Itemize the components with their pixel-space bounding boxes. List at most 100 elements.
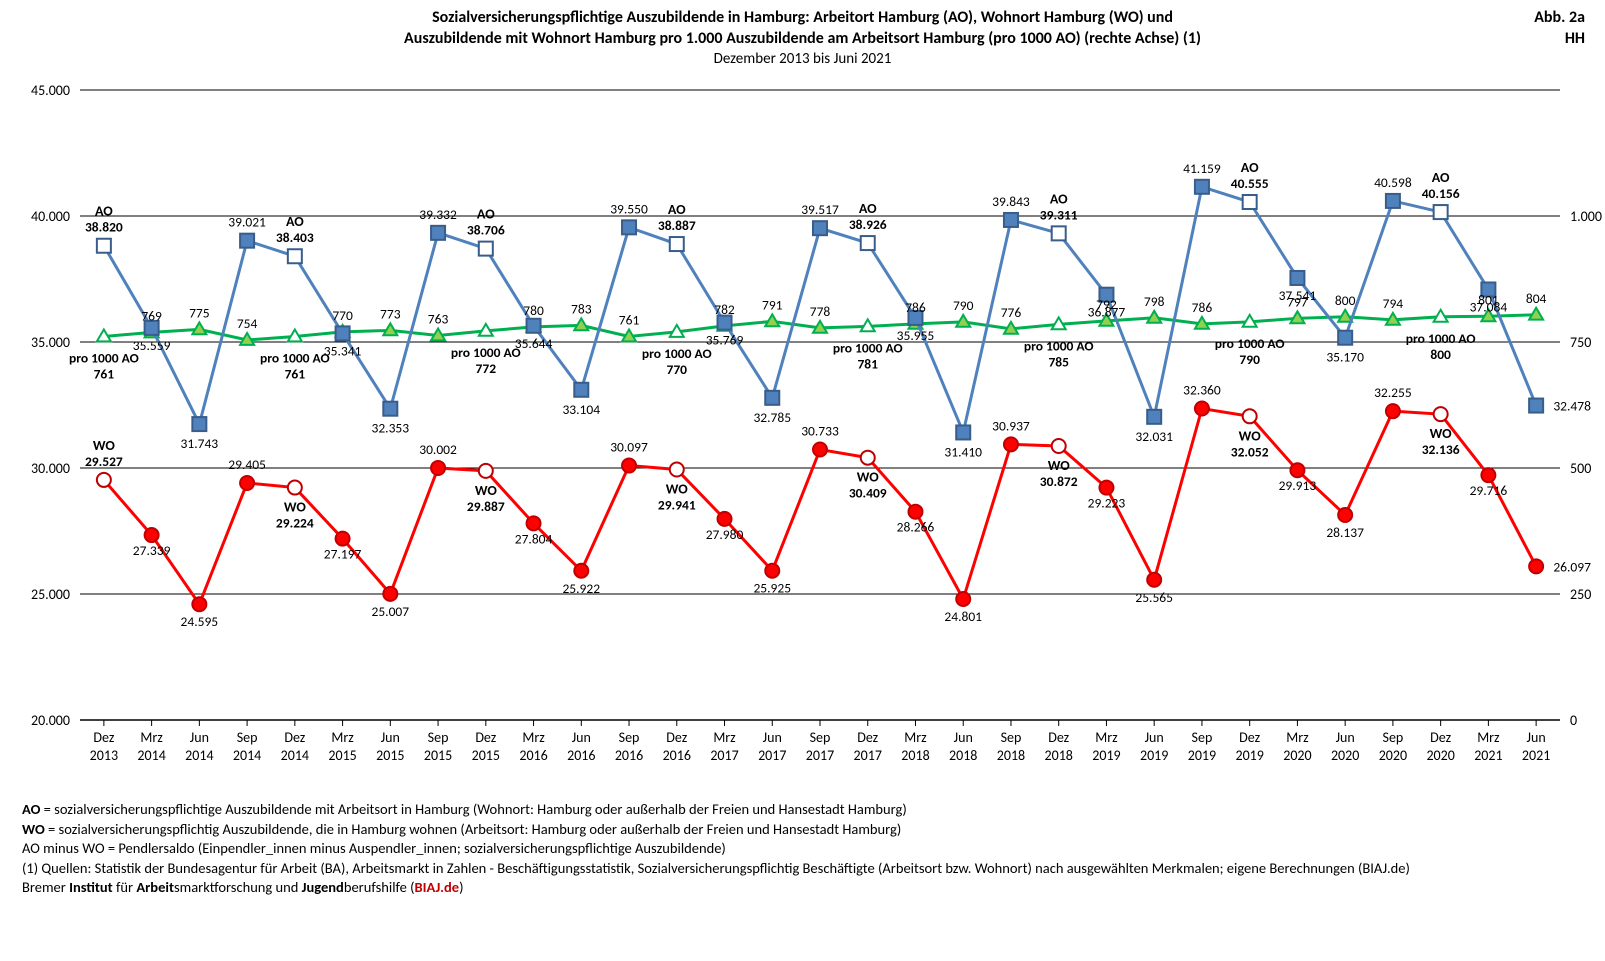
pro-value: 763 [428, 310, 449, 327]
wo-dec-label: WO [1430, 425, 1453, 442]
wo-marker [765, 564, 779, 578]
pro-dec-value: 761 [94, 365, 115, 382]
pro-value: 782 [714, 301, 735, 318]
x-label-year: 2019 [1235, 747, 1263, 764]
pro-value: 780 [523, 302, 544, 319]
x-label-month: Jun [190, 729, 209, 746]
chart-svg: 20.00025.00030.00035.00040.00045.0000250… [0, 0, 1605, 800]
ao-dec-label: AO [668, 201, 686, 218]
wo-marker [574, 564, 588, 578]
y-left-tick: 30.000 [31, 460, 70, 477]
wo-dec-value: 30.872 [1040, 473, 1078, 490]
figure-label: Abb. 2a HH [1534, 8, 1585, 50]
wo-dec-label: WO [284, 499, 307, 516]
y-right-tick: 0 [1570, 712, 1577, 729]
pro-value: 791 [762, 296, 783, 313]
wo-value: 29.405 [228, 456, 266, 473]
ao-dec-label: AO [1432, 169, 1450, 186]
wo-dec-value: 29.527 [85, 453, 123, 470]
pro-dec-value: 781 [857, 355, 878, 372]
wo-marker [1290, 463, 1304, 477]
wo-dec-value: 29.224 [276, 515, 314, 532]
wo-dec-label: WO [857, 469, 880, 486]
x-label-month: Jun [1336, 729, 1355, 746]
pro-dec-value: 772 [476, 360, 497, 377]
pro-dec-label: pro 1000 AO [451, 344, 521, 361]
wo-marker [956, 592, 970, 606]
pro-dec-value: 761 [285, 365, 306, 382]
pro-value: 792 [1096, 296, 1117, 313]
wo-value: 30.097 [610, 439, 648, 456]
wo-marker [431, 461, 445, 475]
wo-value: 32.255 [1374, 384, 1412, 401]
pro-value: 804 [1526, 290, 1547, 307]
wo-value: 25.565 [1135, 589, 1173, 606]
ao-dec-label: AO [1241, 159, 1259, 176]
ao-value: 39.332 [419, 206, 457, 223]
x-label-month: Dez [857, 729, 878, 746]
pro-value: 800 [1335, 292, 1356, 309]
ao-dec-value: 38.706 [467, 222, 505, 239]
x-label-year: 2018 [949, 747, 977, 764]
ao-dec-value: 40.156 [1422, 185, 1460, 202]
wo-marker [192, 597, 206, 611]
wo-marker [1195, 402, 1209, 416]
x-label-month: Mrz [1286, 729, 1309, 746]
ao-dec-value: 38.887 [658, 217, 696, 234]
y-right-tick: 750 [1570, 334, 1591, 351]
pro-value: 786 [1192, 299, 1213, 316]
ao-dec-value: 38.403 [276, 229, 314, 246]
x-label-month: Mrz [904, 729, 927, 746]
ao-marker [670, 237, 684, 251]
footer-wo: WO = sozialversicherungspflichtig Auszub… [22, 820, 1583, 840]
x-label-year: 2017 [854, 747, 882, 764]
wo-value: 27.980 [706, 526, 744, 543]
ao-value: 32.478 [1553, 398, 1591, 415]
wo-marker [479, 464, 493, 478]
ao-marker [1434, 205, 1448, 219]
x-label-year: 2015 [472, 747, 500, 764]
ao-marker [1052, 226, 1066, 240]
ao-dec-label: AO [859, 200, 877, 217]
ao-marker [383, 402, 397, 416]
x-label-year: 2021 [1522, 747, 1550, 764]
x-label-year: 2017 [758, 747, 786, 764]
x-label-month: Jun [572, 729, 591, 746]
wo-marker [1052, 439, 1066, 453]
x-label-year: 2020 [1379, 747, 1407, 764]
x-label-month: Jun [381, 729, 400, 746]
pro-dec-label: pro 1000 AO [1406, 330, 1476, 347]
wo-value: 30.733 [801, 423, 839, 440]
wo-dec-value: 32.136 [1422, 441, 1460, 458]
x-label-year: 2017 [806, 747, 834, 764]
wo-dec-label: WO [475, 482, 498, 499]
wo-marker [1004, 437, 1018, 451]
pro-dec-label: pro 1000 AO [833, 339, 903, 356]
x-label-year: 2017 [710, 747, 738, 764]
wo-marker [1434, 407, 1448, 421]
wo-marker [908, 505, 922, 519]
x-label-year: 2018 [997, 747, 1025, 764]
y-right-tick: 1.000 [1570, 208, 1602, 225]
x-label-year: 2013 [90, 747, 118, 764]
x-label-month: Mrz [331, 729, 354, 746]
pro-value: 773 [380, 305, 401, 322]
ao-value: 31.743 [181, 435, 219, 452]
x-label-year: 2020 [1426, 747, 1454, 764]
x-label-month: Sep [810, 729, 831, 746]
y-right-tick: 500 [1570, 460, 1591, 477]
ao-marker [574, 383, 588, 397]
pro-dec-label: pro 1000 AO [260, 349, 330, 366]
wo-marker [288, 481, 302, 495]
y-left-tick: 40.000 [31, 208, 70, 225]
wo-value: 30.002 [419, 441, 457, 458]
wo-marker [718, 512, 732, 526]
title-line1: Sozialversicherungspflichtige Auszubilde… [0, 8, 1605, 29]
ao-value: 41.159 [1183, 160, 1221, 177]
wo-value: 28.266 [897, 519, 935, 536]
x-label-month: Jun [763, 729, 782, 746]
wo-value: 27.197 [324, 546, 362, 563]
y-right-tick: 250 [1570, 586, 1591, 603]
x-label-month: Mrz [522, 729, 545, 746]
pro-dec-value: 790 [1239, 351, 1260, 368]
